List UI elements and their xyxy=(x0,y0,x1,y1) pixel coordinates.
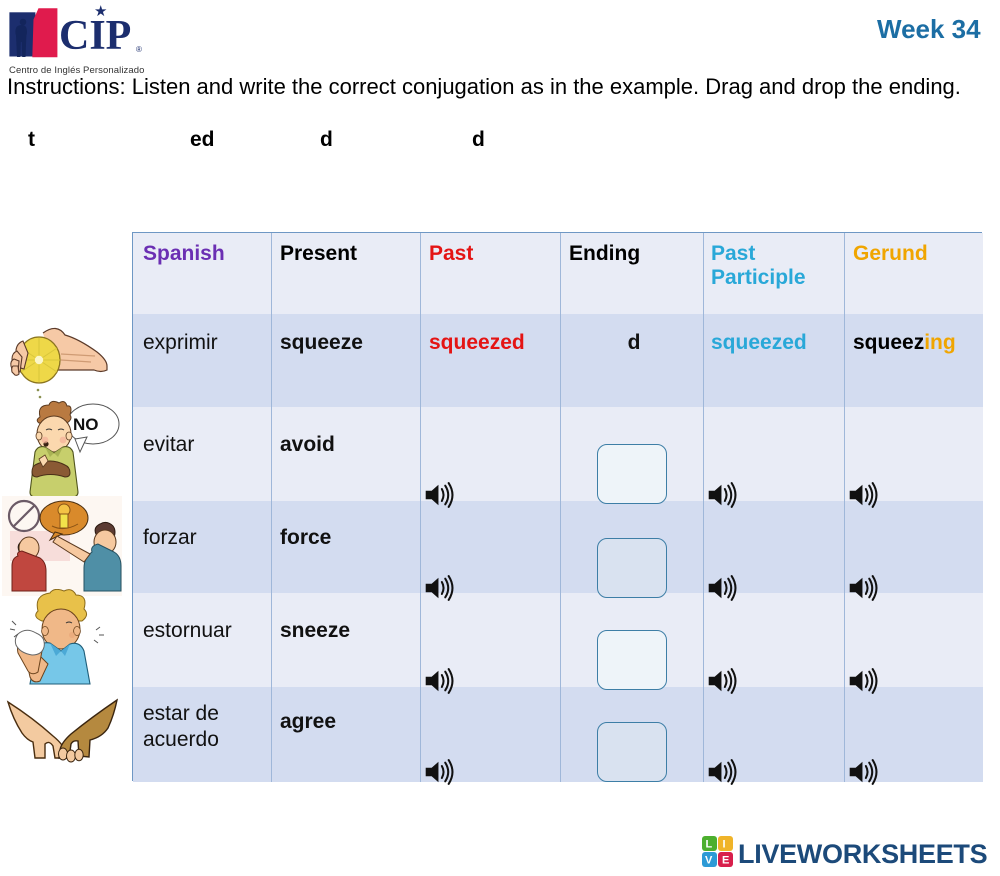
svg-text:E: E xyxy=(722,855,729,867)
svg-text:I: I xyxy=(723,839,726,851)
svg-text:★: ★ xyxy=(94,3,107,20)
svg-text:NO: NO xyxy=(73,415,99,434)
svg-text:®: ® xyxy=(136,45,142,54)
svg-text:LIVEWORKSHEETS: LIVEWORKSHEETS xyxy=(738,839,987,869)
svg-text:L: L xyxy=(706,839,713,851)
svg-text:V: V xyxy=(705,855,713,867)
